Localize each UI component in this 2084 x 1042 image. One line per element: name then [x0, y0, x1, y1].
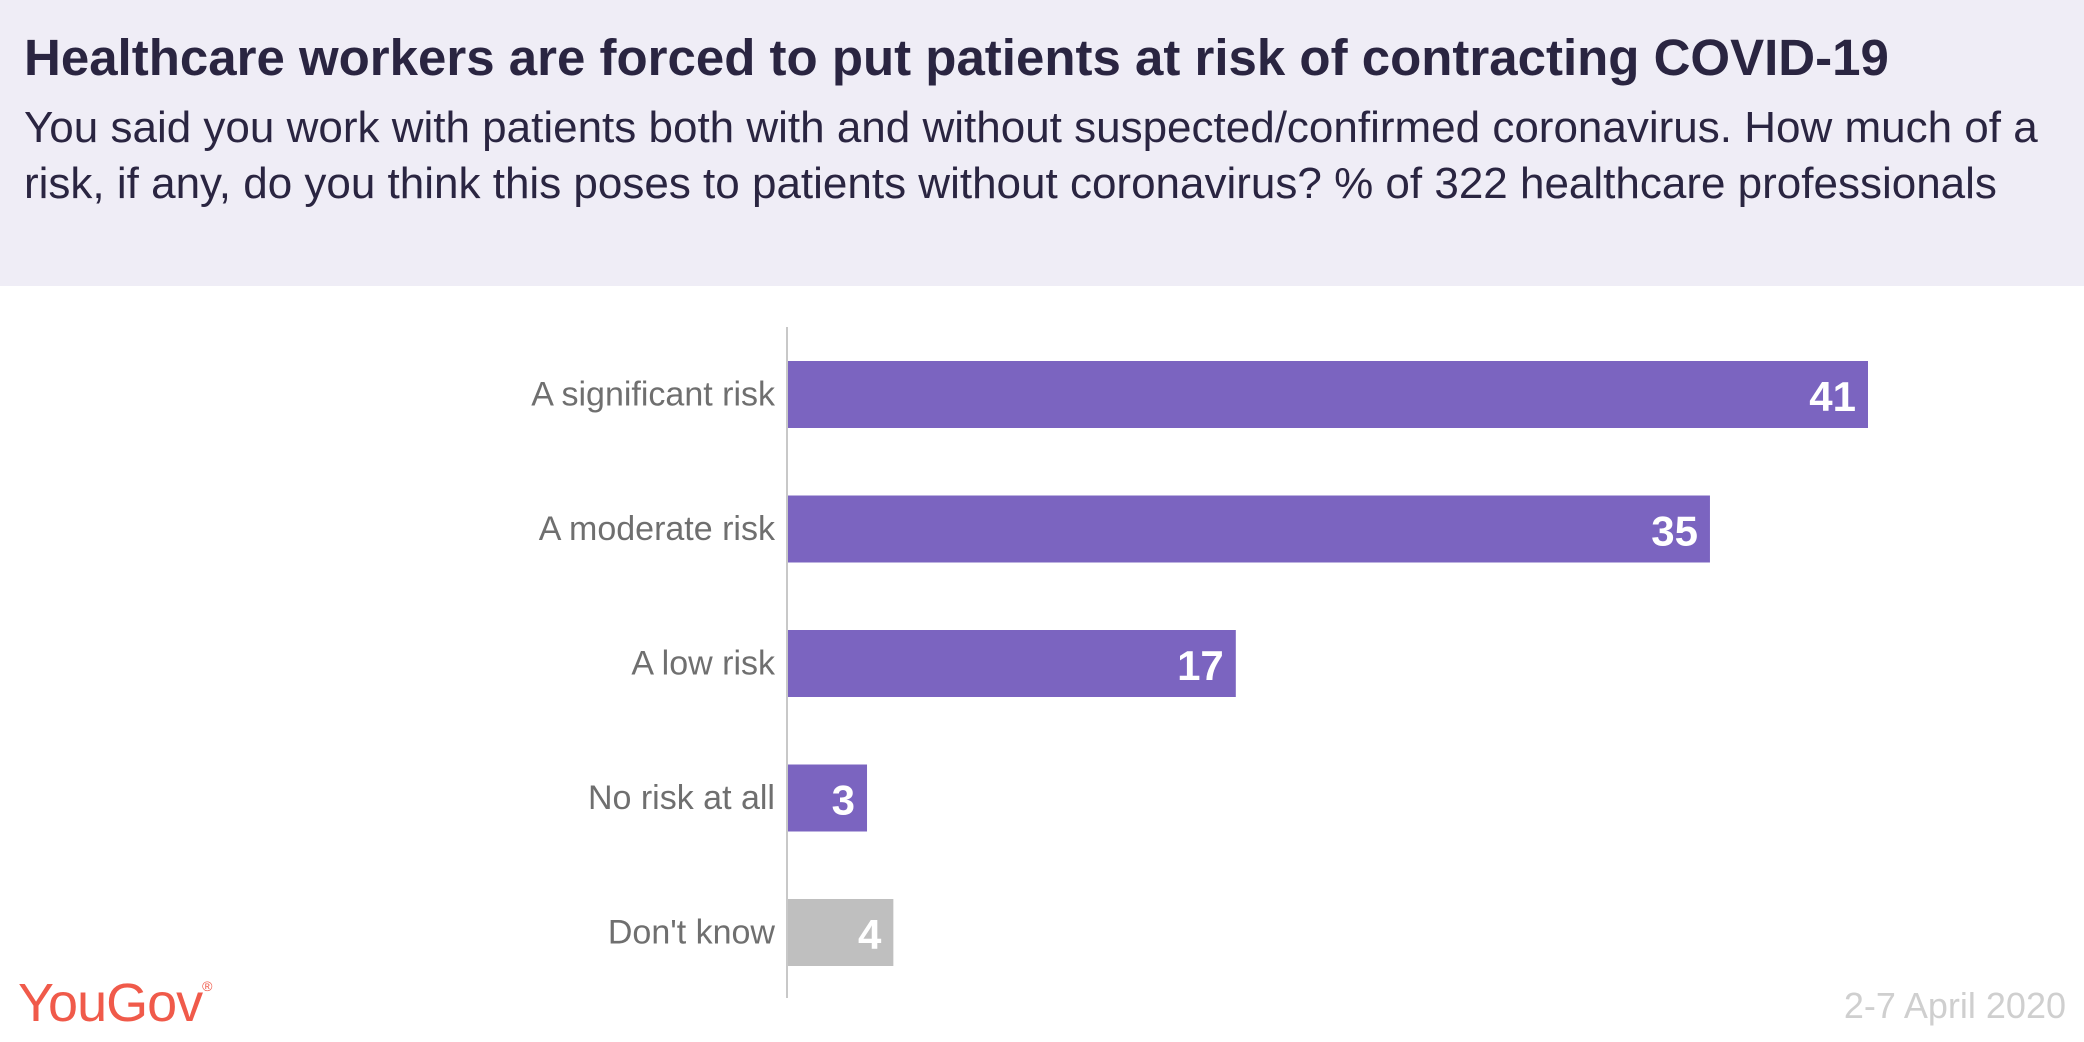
category-label: No risk at all — [588, 779, 775, 817]
yougov-logo: YouGov® — [18, 972, 213, 1034]
bar-don-t-know — [788, 899, 894, 966]
registered-mark: ® — [202, 978, 212, 994]
logo-text: YouGov — [18, 973, 203, 1033]
header-banner: Healthcare workers are forced to put pat… — [0, 0, 2084, 286]
category-label: A low risk — [631, 645, 776, 683]
bars-group: A significant risk 41 A moderate risk 35 A l… — [531, 361, 1868, 966]
value-label: 17 — [1177, 642, 1224, 689]
chart-title: Healthcare workers are forced to put pat… — [24, 29, 1889, 86]
category-label: Don't know — [608, 914, 776, 952]
value-label: 41 — [1809, 373, 1856, 420]
bar-no-risk-at-all — [788, 764, 868, 832]
bar-a-low-risk — [788, 630, 1236, 697]
value-label: 3 — [832, 777, 855, 824]
category-label: A significant risk — [531, 376, 776, 414]
survey-date: 2-7 April 2020 — [1843, 985, 2066, 1026]
bar-a-significant-risk — [788, 361, 1868, 428]
value-label: 35 — [1651, 508, 1698, 555]
category-label: A moderate risk — [539, 510, 776, 548]
value-label: 4 — [858, 911, 882, 958]
bar-a-moderate-risk — [788, 495, 1710, 563]
chart-subtitle: You said you work with patients both wit… — [24, 103, 2038, 208]
